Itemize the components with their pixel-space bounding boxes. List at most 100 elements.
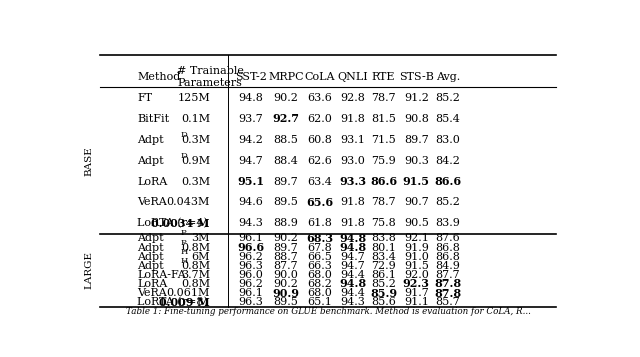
Text: 94.3: 94.3: [239, 218, 264, 228]
Text: 92.0: 92.0: [404, 270, 429, 280]
Text: 94.8: 94.8: [339, 242, 366, 253]
Text: 94.4: 94.4: [340, 288, 365, 298]
Text: 86.6: 86.6: [370, 176, 397, 187]
Text: 96.2: 96.2: [239, 279, 264, 289]
Text: 90.2: 90.2: [273, 279, 298, 289]
Text: 66.5: 66.5: [307, 252, 332, 262]
Text: 85.6: 85.6: [371, 297, 396, 307]
Text: 86.8: 86.8: [436, 252, 460, 262]
Text: LoRTA (r=8): LoRTA (r=8): [137, 297, 208, 307]
Text: 60.8: 60.8: [307, 135, 332, 145]
Text: Avg.: Avg.: [436, 72, 460, 82]
Text: Adpt: Adpt: [137, 252, 164, 262]
Text: 92.3: 92.3: [403, 278, 430, 290]
Text: 86.1: 86.1: [371, 270, 396, 280]
Text: Adpt: Adpt: [137, 233, 164, 243]
Text: 0.0034 M: 0.0034 M: [152, 218, 210, 229]
Text: 87.8: 87.8: [435, 288, 461, 298]
Text: 0.009 M: 0.009 M: [159, 297, 210, 308]
Text: # Trainable
Parameters: # Trainable Parameters: [177, 66, 243, 88]
Text: 94.7: 94.7: [340, 261, 365, 271]
Text: 85.4: 85.4: [436, 114, 460, 124]
Text: LoRTA (r=4): LoRTA (r=4): [137, 218, 208, 228]
Text: 3.7M: 3.7M: [181, 270, 210, 280]
Text: VeRA: VeRA: [137, 197, 167, 207]
Text: 91.5: 91.5: [404, 261, 429, 271]
Text: 0.8M: 0.8M: [181, 261, 210, 271]
Text: 0.1M: 0.1M: [181, 114, 210, 124]
Text: 94.7: 94.7: [340, 252, 365, 262]
Text: 87.6: 87.6: [436, 233, 460, 243]
Text: BitFit: BitFit: [137, 114, 169, 124]
Text: 3M: 3M: [191, 233, 210, 243]
Text: 91.8: 91.8: [340, 197, 365, 207]
Text: Adpt: Adpt: [137, 135, 164, 145]
Text: 96.0: 96.0: [239, 270, 264, 280]
Text: 63.4: 63.4: [307, 177, 332, 187]
Text: 78.7: 78.7: [371, 197, 396, 207]
Text: 93.3: 93.3: [339, 176, 366, 187]
Text: 62.0: 62.0: [307, 114, 332, 124]
Text: D: D: [180, 131, 188, 139]
Text: 62.6: 62.6: [307, 156, 332, 166]
Text: 87.7: 87.7: [436, 270, 460, 280]
Text: 96.6: 96.6: [237, 242, 265, 253]
Text: 93.1: 93.1: [340, 135, 365, 145]
Text: 68.0: 68.0: [307, 288, 332, 298]
Text: 71.5: 71.5: [371, 135, 396, 145]
Text: RTE: RTE: [372, 72, 396, 82]
Text: 94.8: 94.8: [339, 233, 366, 244]
Text: 94.3: 94.3: [340, 297, 365, 307]
Text: 95.1: 95.1: [237, 176, 264, 187]
Text: 91.2: 91.2: [404, 93, 429, 103]
Text: H: H: [180, 248, 188, 256]
Text: 91.7: 91.7: [404, 288, 429, 298]
Text: LoRA-FA: LoRA-FA: [137, 270, 186, 280]
Text: 94.6: 94.6: [239, 197, 264, 207]
Text: STS-B: STS-B: [399, 72, 434, 82]
Text: 91.5: 91.5: [403, 176, 430, 187]
Text: 92.7: 92.7: [273, 113, 300, 124]
Text: 91.9: 91.9: [404, 242, 429, 252]
Text: 85.7: 85.7: [436, 297, 460, 307]
Text: 86.8: 86.8: [436, 242, 460, 252]
Text: 0.8M: 0.8M: [181, 279, 210, 289]
Text: Adpt: Adpt: [137, 156, 164, 166]
Text: 89.5: 89.5: [273, 197, 298, 207]
Text: 94.7: 94.7: [239, 156, 264, 166]
Text: LoRA: LoRA: [137, 279, 167, 289]
Text: 90.0: 90.0: [273, 270, 298, 280]
Text: 78.7: 78.7: [371, 93, 396, 103]
Text: 89.5: 89.5: [273, 297, 298, 307]
Text: 93.0: 93.0: [340, 156, 365, 166]
Text: D: D: [180, 152, 188, 160]
Text: CoLA: CoLA: [304, 72, 335, 82]
Text: LARGE: LARGE: [84, 251, 93, 289]
Text: 68.2: 68.2: [307, 279, 332, 289]
Text: 88.4: 88.4: [273, 156, 298, 166]
Text: 83.8: 83.8: [371, 233, 396, 243]
Text: 80.1: 80.1: [371, 242, 396, 252]
Text: 0.9M: 0.9M: [181, 156, 210, 166]
Text: 90.2: 90.2: [273, 93, 298, 103]
Text: 91.8: 91.8: [340, 218, 365, 228]
Text: 96.2: 96.2: [239, 252, 264, 262]
Text: 91.8: 91.8: [340, 114, 365, 124]
Text: Adpt: Adpt: [137, 242, 164, 252]
Text: LoRA: LoRA: [137, 177, 167, 187]
Text: 94.2: 94.2: [239, 135, 264, 145]
Text: MRPC: MRPC: [268, 72, 303, 82]
Text: 6M: 6M: [191, 252, 210, 262]
Text: P: P: [180, 230, 186, 237]
Text: 96.3: 96.3: [239, 261, 264, 271]
Text: 65.1: 65.1: [307, 297, 332, 307]
Text: 75.9: 75.9: [371, 156, 396, 166]
Text: 68.0: 68.0: [307, 270, 332, 280]
Text: 0.3M: 0.3M: [181, 177, 210, 187]
Text: 88.9: 88.9: [273, 218, 298, 228]
Text: P: P: [180, 238, 186, 247]
Text: 125M: 125M: [177, 93, 210, 103]
Text: 87.8: 87.8: [435, 278, 461, 290]
Text: 90.8: 90.8: [404, 114, 429, 124]
Text: 96.3: 96.3: [239, 297, 264, 307]
